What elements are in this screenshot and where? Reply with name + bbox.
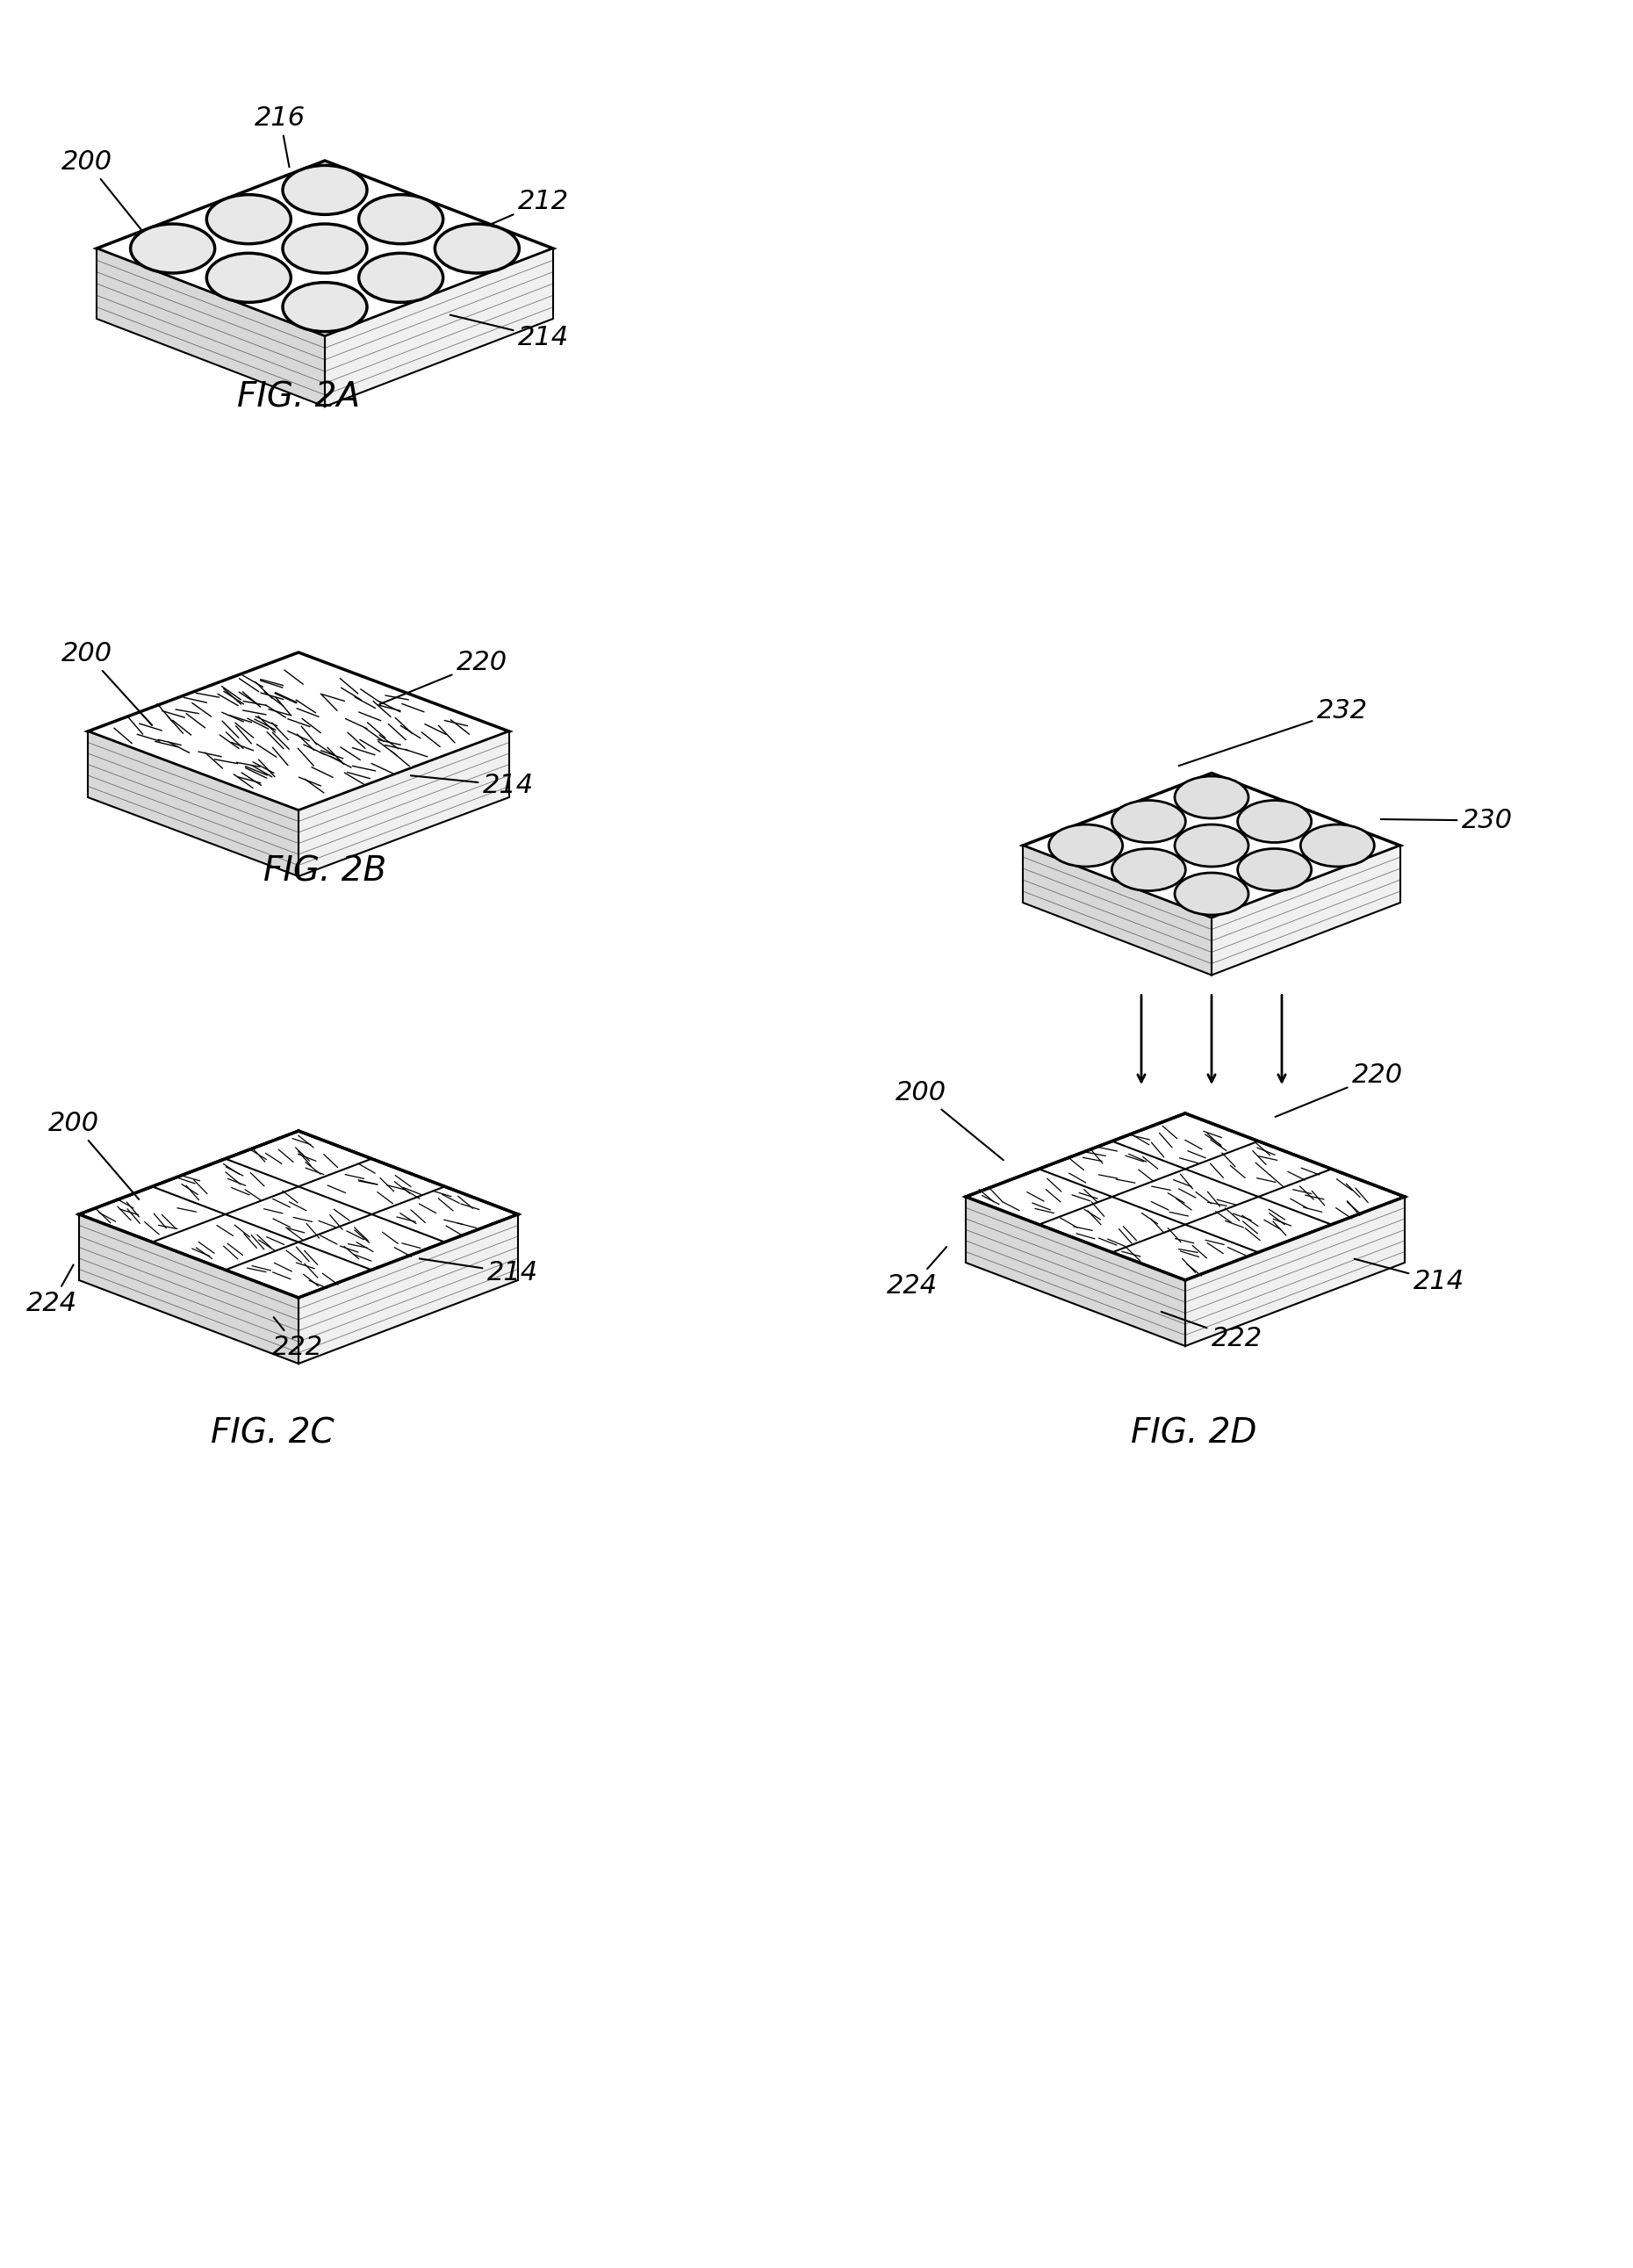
Text: 200: 200: [62, 150, 147, 238]
Ellipse shape: [207, 195, 291, 243]
Polygon shape: [1022, 773, 1401, 919]
Polygon shape: [96, 161, 554, 336]
Text: 200: 200: [62, 642, 152, 726]
Polygon shape: [965, 1198, 1186, 1345]
Text: 232: 232: [1179, 699, 1368, 767]
Polygon shape: [88, 653, 509, 810]
Polygon shape: [1212, 846, 1401, 975]
Polygon shape: [299, 730, 509, 875]
Text: 224: 224: [887, 1247, 947, 1300]
Polygon shape: [1186, 1198, 1404, 1345]
Ellipse shape: [283, 166, 367, 215]
Ellipse shape: [283, 225, 367, 272]
Ellipse shape: [1112, 801, 1186, 841]
Text: 214: 214: [1354, 1259, 1465, 1295]
Ellipse shape: [1238, 801, 1311, 841]
Polygon shape: [96, 249, 325, 406]
Polygon shape: [78, 1213, 299, 1363]
Text: 216: 216: [255, 104, 305, 168]
Text: 214: 214: [451, 315, 568, 349]
Polygon shape: [88, 730, 299, 875]
Ellipse shape: [359, 195, 443, 243]
Ellipse shape: [131, 225, 216, 272]
Text: FIG. 2D: FIG. 2D: [1132, 1415, 1257, 1449]
Text: 222: 222: [273, 1318, 323, 1361]
Ellipse shape: [1112, 848, 1186, 891]
Ellipse shape: [1300, 826, 1375, 866]
Text: 230: 230: [1382, 807, 1512, 832]
Ellipse shape: [1174, 873, 1249, 914]
Ellipse shape: [1174, 776, 1249, 819]
Ellipse shape: [1238, 848, 1311, 891]
Ellipse shape: [359, 254, 443, 302]
Polygon shape: [1022, 846, 1212, 975]
Text: 214: 214: [420, 1259, 539, 1286]
Text: 200: 200: [895, 1080, 1003, 1161]
Text: FIG. 2B: FIG. 2B: [263, 855, 387, 887]
Text: 214: 214: [410, 773, 534, 798]
Ellipse shape: [1174, 826, 1249, 866]
Text: 200: 200: [49, 1111, 139, 1200]
Text: 212: 212: [438, 188, 568, 247]
Polygon shape: [965, 1114, 1404, 1279]
Text: FIG. 2C: FIG. 2C: [211, 1415, 333, 1449]
Ellipse shape: [283, 284, 367, 331]
Ellipse shape: [434, 225, 519, 272]
Text: 224: 224: [26, 1266, 77, 1315]
Polygon shape: [325, 249, 554, 406]
Polygon shape: [78, 1132, 518, 1297]
Text: 222: 222: [1161, 1311, 1262, 1352]
Ellipse shape: [1048, 826, 1122, 866]
Text: 220: 220: [1275, 1061, 1403, 1116]
Polygon shape: [299, 1213, 518, 1363]
Text: 220: 220: [380, 649, 508, 703]
Ellipse shape: [207, 254, 291, 302]
Text: FIG. 2A: FIG. 2A: [237, 381, 359, 413]
